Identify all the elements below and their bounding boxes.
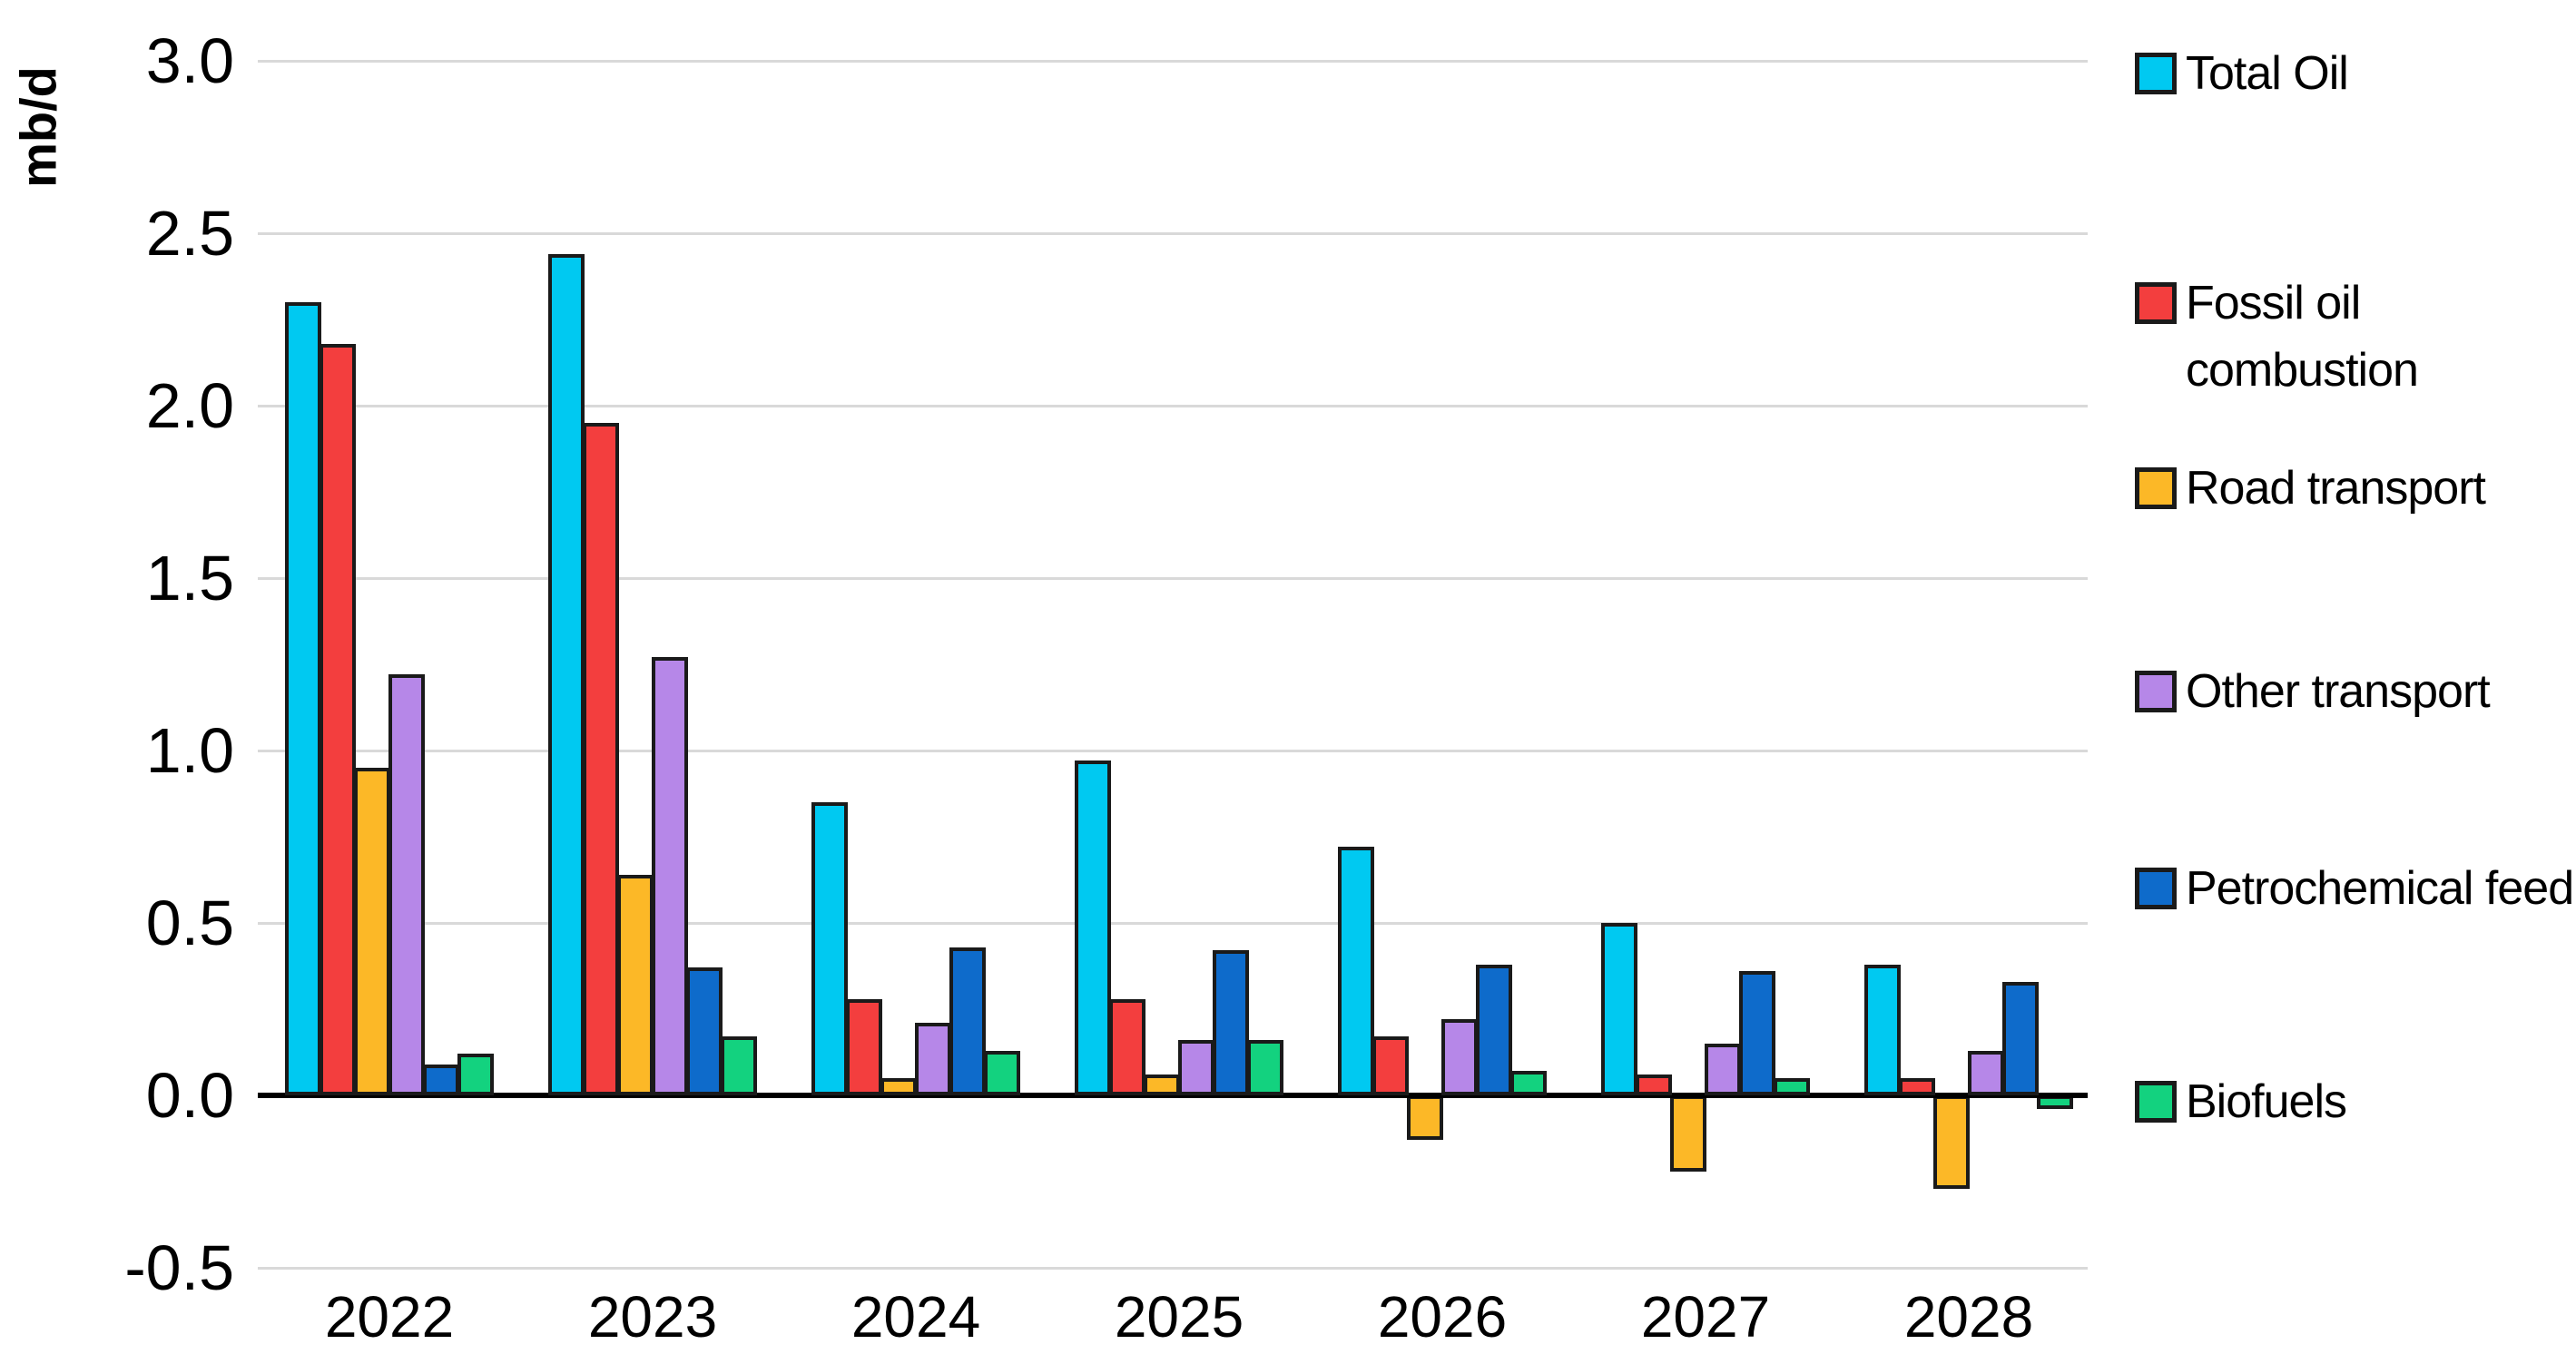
bar-other-transport-2024 xyxy=(915,1023,951,1095)
gridline-1.0 xyxy=(258,750,2088,752)
y-tick-label-0.0: 0.0 xyxy=(145,1060,234,1131)
bar-total-oil-2026 xyxy=(1338,847,1374,1095)
bar-biofuels-2027 xyxy=(1774,1078,1810,1095)
y-tick-label-1.0: 1.0 xyxy=(145,715,234,786)
bar-road-transport-2027 xyxy=(1670,1095,1706,1172)
bar-biofuels-2023 xyxy=(721,1036,757,1095)
bar-biofuels-2025 xyxy=(1247,1040,1283,1095)
legend-label-line: Other transport xyxy=(2186,665,2491,718)
x-label-2026: 2026 xyxy=(1377,1284,1508,1349)
gridline-3.0 xyxy=(258,60,2088,63)
legend-label-line: Fossil oil xyxy=(2186,277,2361,329)
legend-swatch-fossil-oil-combustion xyxy=(2135,282,2177,324)
bar-biofuels-2026 xyxy=(1510,1071,1547,1095)
legend-label-line: Petrochemical feed xyxy=(2186,862,2574,915)
bar-biofuels-2022 xyxy=(457,1054,494,1095)
legend-label-petrochemical-feed: Petrochemical feed xyxy=(2186,855,2574,922)
bar-petrochemical-feed-2028 xyxy=(2002,981,2039,1095)
bar-total-oil-2022 xyxy=(285,302,321,1095)
bar-fossil-oil-combustion-2028 xyxy=(1899,1078,1935,1095)
legend-item-total-oil: Total Oil xyxy=(2135,40,2349,107)
gridline--0.5 xyxy=(258,1267,2088,1270)
x-label-2028: 2028 xyxy=(1903,1284,2034,1349)
y-tick-label-1.5: 1.5 xyxy=(145,543,234,613)
bar-other-transport-2023 xyxy=(652,657,688,1095)
legend-label-line: Total Oil xyxy=(2186,47,2349,100)
legend-swatch-biofuels xyxy=(2135,1081,2177,1123)
bar-total-oil-2027 xyxy=(1601,923,1637,1095)
bar-road-transport-2024 xyxy=(880,1078,917,1095)
bar-road-transport-2025 xyxy=(1144,1075,1180,1095)
bar-petrochemical-feed-2022 xyxy=(423,1064,459,1095)
bar-fossil-oil-combustion-2026 xyxy=(1372,1036,1409,1095)
gridline-1.5 xyxy=(258,577,2088,580)
x-label-2027: 2027 xyxy=(1640,1284,1771,1349)
bar-road-transport-2022 xyxy=(354,768,390,1095)
bar-road-transport-2023 xyxy=(617,874,654,1095)
legend-label-line: Road transport xyxy=(2186,462,2486,515)
x-label-2023: 2023 xyxy=(587,1284,718,1349)
legend-item-road-transport: Road transport xyxy=(2135,455,2486,522)
legend-item-other-transport: Other transport xyxy=(2135,658,2491,725)
bar-petrochemical-feed-2024 xyxy=(949,947,986,1095)
y-tick-label-2.0: 2.0 xyxy=(145,370,234,441)
bar-petrochemical-feed-2027 xyxy=(1739,971,1775,1095)
legend-item-biofuels: Biofuels xyxy=(2135,1068,2347,1135)
bar-fossil-oil-combustion-2027 xyxy=(1636,1075,1672,1095)
bar-fossil-oil-combustion-2025 xyxy=(1109,998,1145,1095)
bar-other-transport-2025 xyxy=(1178,1040,1214,1095)
x-label-2025: 2025 xyxy=(1114,1284,1244,1349)
bar-total-oil-2025 xyxy=(1075,761,1111,1095)
legend-item-petrochemical-feed: Petrochemical feed xyxy=(2135,855,2574,922)
legend-swatch-total-oil xyxy=(2135,53,2177,94)
legend-label-fossil-oil-combustion: Fossil oil combustion xyxy=(2186,270,2419,404)
bar-road-transport-2028 xyxy=(1933,1095,1970,1189)
gridline-2.5 xyxy=(258,232,2088,235)
bar-biofuels-2024 xyxy=(984,1050,1020,1095)
legend-label-total-oil: Total Oil xyxy=(2186,40,2349,107)
bar-other-transport-2022 xyxy=(388,674,425,1095)
x-label-2024: 2024 xyxy=(850,1284,981,1349)
y-tick-label--0.5: -0.5 xyxy=(124,1232,234,1303)
y-tick-label-2.5: 2.5 xyxy=(145,198,234,269)
bar-fossil-oil-combustion-2023 xyxy=(583,423,619,1095)
bar-total-oil-2028 xyxy=(1864,964,1901,1095)
gridline-0.5 xyxy=(258,922,2088,925)
bar-total-oil-2023 xyxy=(548,253,585,1095)
bar-petrochemical-feed-2025 xyxy=(1213,950,1249,1095)
bar-fossil-oil-combustion-2022 xyxy=(320,343,356,1095)
legend-label-biofuels: Biofuels xyxy=(2186,1068,2347,1135)
y-tick-label-3.0: 3.0 xyxy=(145,25,234,96)
bar-other-transport-2028 xyxy=(1968,1050,2004,1095)
bar-fossil-oil-combustion-2024 xyxy=(846,998,882,1095)
legend-item-fossil-oil-combustion: Fossil oil combustion xyxy=(2135,270,2419,404)
legend-label-line: combustion xyxy=(2186,344,2419,397)
x-label-2022: 2022 xyxy=(324,1284,455,1349)
legend-label-other-transport: Other transport xyxy=(2186,658,2491,725)
bar-total-oil-2024 xyxy=(811,802,848,1095)
bar-petrochemical-feed-2026 xyxy=(1476,964,1512,1095)
legend-swatch-road-transport xyxy=(2135,467,2177,509)
legend-swatch-petrochemical-feed xyxy=(2135,868,2177,909)
bar-other-transport-2026 xyxy=(1441,1019,1478,1095)
bar-other-transport-2027 xyxy=(1705,1044,1741,1095)
legend-label-road-transport: Road transport xyxy=(2186,455,2486,522)
bar-petrochemical-feed-2023 xyxy=(686,967,723,1095)
legend-swatch-other-transport xyxy=(2135,671,2177,712)
x-axis-zero-line xyxy=(258,1093,2088,1098)
gridline-2.0 xyxy=(258,405,2088,407)
legend-label-line: Biofuels xyxy=(2186,1075,2347,1128)
bar-road-transport-2026 xyxy=(1407,1095,1443,1141)
y-tick-label-0.5: 0.5 xyxy=(145,888,234,958)
